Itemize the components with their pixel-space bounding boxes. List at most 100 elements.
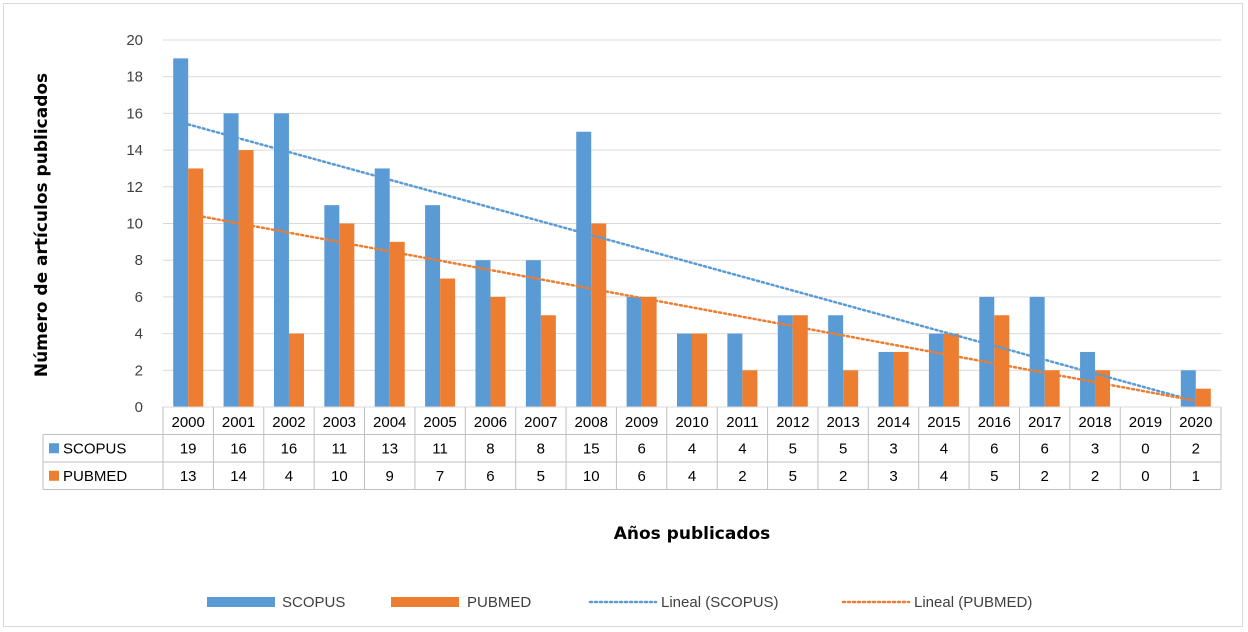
legend-label-scopus: SCOPUS bbox=[282, 594, 345, 611]
bar-pubmed bbox=[843, 370, 859, 407]
data-label: 8 bbox=[537, 441, 545, 458]
y-tick-label: 4 bbox=[135, 326, 143, 343]
data-label: 2 bbox=[1192, 441, 1200, 458]
bar-pubmed bbox=[540, 315, 556, 407]
data-label: 1 bbox=[1192, 468, 1200, 485]
y-tick-label: 0 bbox=[135, 399, 143, 416]
bar-scopus bbox=[626, 296, 642, 407]
y-tick-label: 20 bbox=[126, 32, 143, 49]
data-label: 16 bbox=[281, 441, 298, 458]
data-label: 5 bbox=[990, 468, 998, 485]
data-label: 5 bbox=[537, 468, 545, 485]
data-label: 6 bbox=[637, 441, 645, 458]
data-label: 5 bbox=[789, 441, 797, 458]
x-category-label: 2020 bbox=[1179, 414, 1212, 431]
data-label: 19 bbox=[180, 441, 197, 458]
legend-label-pubmed: PUBMED bbox=[467, 594, 531, 611]
y-tick-label: 14 bbox=[126, 142, 143, 159]
bar-pubmed bbox=[792, 315, 808, 407]
bar-scopus bbox=[928, 333, 944, 407]
data-label: 0 bbox=[1141, 468, 1149, 485]
trendline-scopus bbox=[186, 123, 1198, 403]
bar-scopus bbox=[979, 296, 995, 407]
bar-pubmed bbox=[1195, 388, 1211, 407]
x-category-label: 2019 bbox=[1129, 414, 1162, 431]
data-label: 4 bbox=[688, 468, 696, 485]
bar-pubmed bbox=[389, 241, 405, 407]
bar-scopus bbox=[1180, 370, 1196, 407]
bar-pubmed bbox=[641, 296, 657, 407]
bar-pubmed bbox=[994, 315, 1010, 407]
x-category-label: 2017 bbox=[1028, 414, 1061, 431]
table-series-label: PUBMED bbox=[63, 468, 127, 485]
y-tick-label: 2 bbox=[135, 362, 143, 379]
data-label: 5 bbox=[839, 441, 847, 458]
bar-scopus bbox=[324, 205, 340, 407]
y-tick-label: 8 bbox=[135, 252, 143, 269]
x-category-label: 2014 bbox=[877, 414, 910, 431]
y-tick-label: 16 bbox=[126, 105, 143, 122]
data-label: 4 bbox=[738, 441, 746, 458]
x-category-label: 2016 bbox=[978, 414, 1011, 431]
x-category-label: 2004 bbox=[373, 414, 406, 431]
x-category-label: 2000 bbox=[172, 414, 205, 431]
bar-scopus bbox=[374, 168, 390, 407]
bar-pubmed bbox=[943, 333, 959, 407]
x-category-label: 2003 bbox=[323, 414, 356, 431]
bar-pubmed bbox=[188, 168, 204, 407]
bar-pubmed bbox=[339, 223, 355, 407]
x-category-label: 2012 bbox=[776, 414, 809, 431]
data-label: 4 bbox=[940, 468, 948, 485]
data-label: 6 bbox=[1040, 441, 1048, 458]
legend-key-pubmed bbox=[391, 597, 459, 607]
data-label: 2 bbox=[1040, 468, 1048, 485]
data-label: 0 bbox=[1141, 441, 1149, 458]
bar-scopus bbox=[777, 315, 793, 407]
bar-scopus bbox=[727, 333, 743, 407]
data-label: 3 bbox=[889, 468, 897, 485]
data-label: 16 bbox=[230, 441, 247, 458]
data-label: 10 bbox=[331, 468, 348, 485]
x-category-label: 2013 bbox=[826, 414, 859, 431]
data-label: 11 bbox=[432, 441, 448, 458]
data-label: 4 bbox=[940, 441, 948, 458]
data-label: 8 bbox=[486, 441, 494, 458]
data-label: 11 bbox=[332, 441, 348, 458]
bar-pubmed bbox=[1095, 370, 1111, 407]
x-category-label: 2015 bbox=[927, 414, 960, 431]
data-label: 9 bbox=[386, 468, 394, 485]
bar-scopus bbox=[878, 351, 894, 407]
x-category-label: 2018 bbox=[1078, 414, 1111, 431]
table-legend-key-scopus bbox=[49, 443, 59, 454]
legend-label-lineal-pubmed: Lineal (PUBMED) bbox=[914, 594, 1032, 611]
x-category-label: 2007 bbox=[524, 414, 557, 431]
data-label: 6 bbox=[990, 441, 998, 458]
data-label: 13 bbox=[381, 441, 398, 458]
bar-scopus bbox=[1029, 296, 1045, 407]
bar-scopus bbox=[576, 131, 592, 407]
x-category-label: 2006 bbox=[474, 414, 507, 431]
bar-scopus bbox=[425, 205, 441, 407]
bar-scopus bbox=[1080, 351, 1096, 407]
legend-key-scopus bbox=[207, 597, 275, 607]
bar-pubmed bbox=[288, 333, 304, 407]
data-label: 6 bbox=[637, 468, 645, 485]
y-tick-label: 12 bbox=[126, 179, 143, 196]
legend-label-lineal-scopus: Lineal (SCOPUS) bbox=[661, 594, 779, 611]
bar-pubmed bbox=[893, 351, 909, 407]
data-label: 2 bbox=[839, 468, 847, 485]
data-label: 4 bbox=[688, 441, 696, 458]
x-axis-title: Años publicados bbox=[614, 524, 771, 544]
table-series-label: SCOPUS bbox=[63, 441, 126, 458]
data-label: 3 bbox=[889, 441, 897, 458]
bar-scopus bbox=[273, 113, 289, 408]
data-label: 3 bbox=[1091, 441, 1099, 458]
data-label: 6 bbox=[486, 468, 494, 485]
bar-scopus bbox=[173, 58, 189, 407]
y-tick-label: 10 bbox=[126, 216, 143, 233]
bar-pubmed bbox=[591, 223, 607, 407]
bar-scopus bbox=[223, 113, 239, 408]
x-category-label: 2005 bbox=[423, 414, 456, 431]
data-label: 14 bbox=[230, 468, 247, 485]
data-label: 2 bbox=[738, 468, 746, 485]
